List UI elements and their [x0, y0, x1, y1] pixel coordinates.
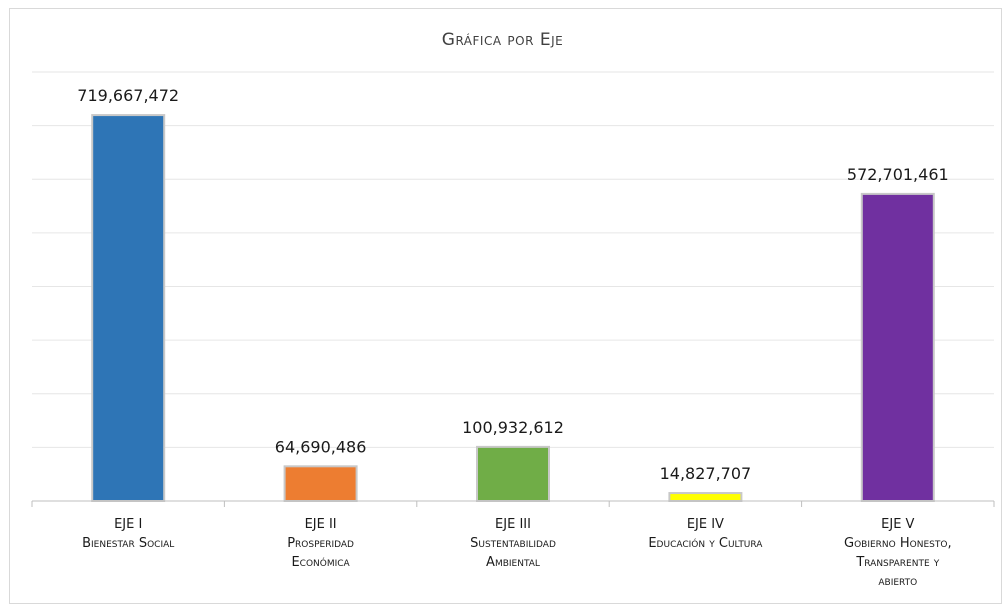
category-label: abierto [878, 574, 917, 589]
chart-title: Gráfica por Eje [441, 30, 564, 50]
bar [476, 445, 550, 502]
category-label: EJE III [495, 517, 531, 532]
data-label: 572,701,461 [847, 165, 949, 184]
bar [860, 192, 935, 502]
category-label: Prosperidad [287, 536, 354, 551]
gridlines [32, 71, 994, 448]
category-label: Educación y Cultura [648, 536, 763, 551]
x-axis [31, 500, 995, 507]
bar [668, 492, 743, 503]
bar [283, 465, 358, 502]
category-label: EJE I [114, 517, 142, 532]
data-label: 64,690,486 [275, 437, 367, 456]
category-label: Bienestar Social [82, 536, 174, 551]
bar [91, 114, 166, 503]
labels: 719,667,472 EJE I Bienestar Social 64,690,4… [77, 86, 951, 589]
category-label: EJE V [881, 517, 914, 532]
category-label: Transparente y [855, 555, 939, 570]
category-label: EJE IV [687, 517, 724, 532]
data-label: 719,667,472 [77, 86, 179, 105]
data-label: 14,827,707 [660, 464, 752, 483]
data-label: 100,932,612 [462, 418, 564, 437]
chart-frame [9, 8, 1002, 604]
bars [91, 114, 935, 503]
category-label: Sustentabilidad [470, 536, 556, 551]
category-label: EJE II [305, 517, 337, 532]
category-label: Económica [291, 555, 350, 570]
category-label: Ambiental [486, 555, 540, 570]
category-label: Gobierno Honesto, [844, 536, 952, 551]
